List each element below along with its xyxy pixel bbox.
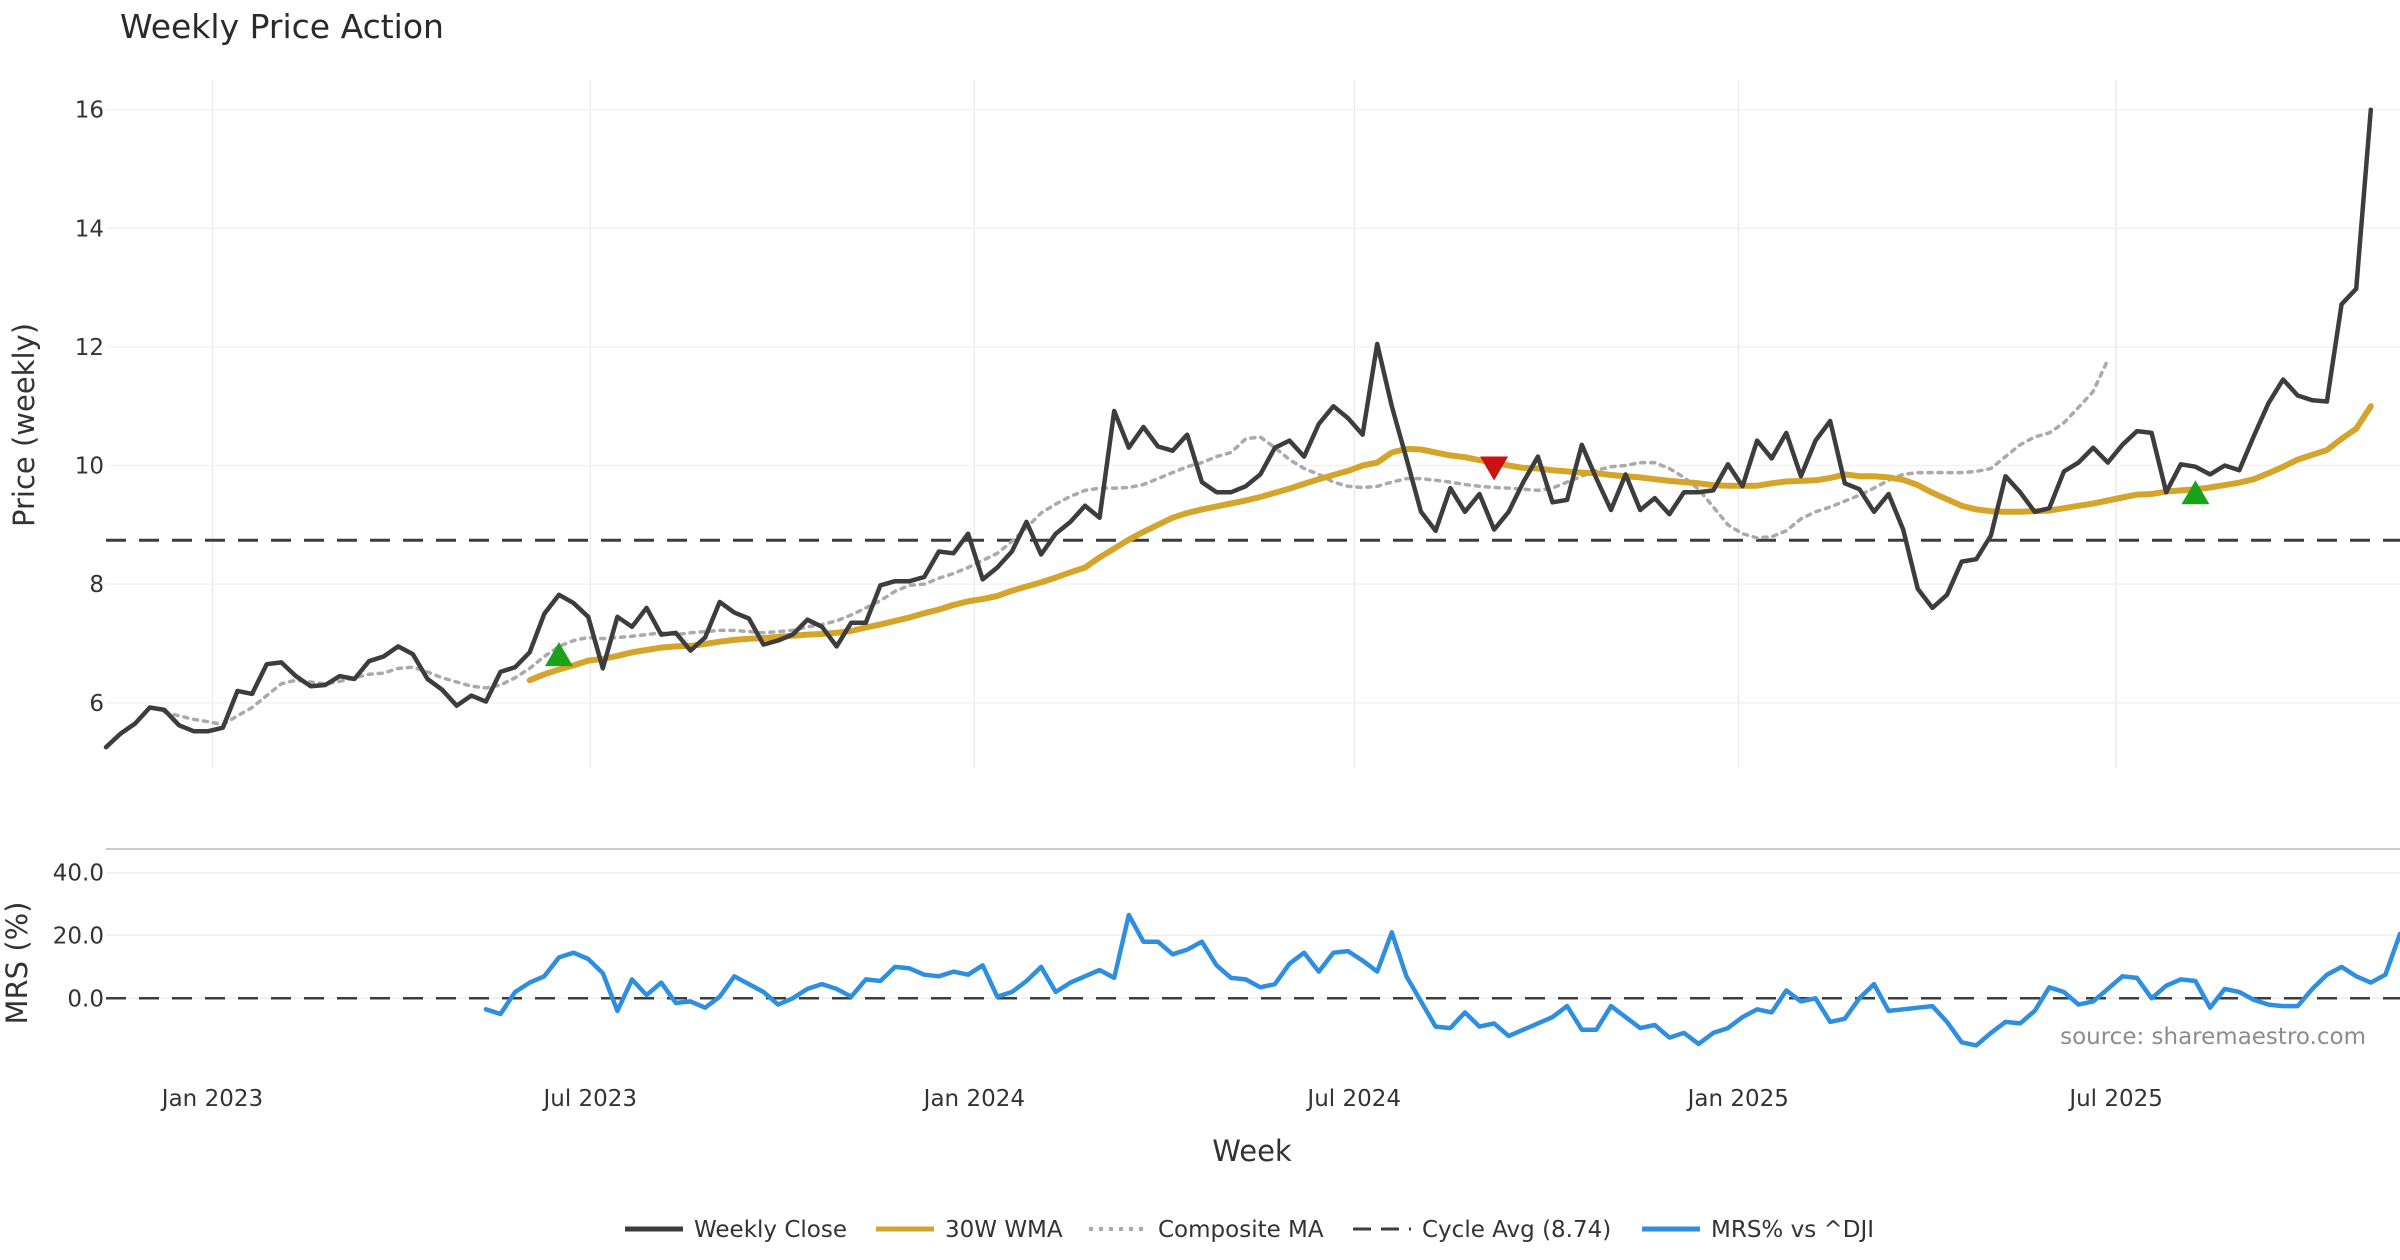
legend-label: Cycle Avg (8.74) (1422, 1217, 1611, 1243)
wma-30w-line (526, 403, 2374, 684)
x-axis-ticks: Jan 2023 Jul 2023 Jan 2024 Jul 2024 Jan 2025… (160, 1086, 2163, 1112)
mrs-y-tick-label: 0.0 (67, 986, 104, 1012)
legend-label: Composite MA (1158, 1217, 1324, 1243)
weekly-close-line (103, 107, 2374, 750)
x-tick-label: Jul 2025 (2067, 1086, 2163, 1112)
price-y-tick-label: 10 (75, 454, 104, 480)
x-axis-label: Week (1212, 1134, 1292, 1168)
price-y-tick-label: 12 (75, 335, 104, 361)
price-series-group (103, 107, 2374, 750)
mrs-y-tick-label: 20.0 (53, 923, 104, 949)
price-y-tick-label: 16 (75, 98, 104, 124)
composite-ma-line (162, 358, 2110, 727)
mrs-series-group (483, 912, 2400, 1048)
price-y-tick-label: 6 (89, 691, 104, 717)
buy-signal-marker (544, 642, 573, 667)
chart-title: Weekly Price Action (120, 7, 444, 46)
x-tick-label: Jan 2025 (1686, 1086, 1789, 1112)
x-tick-label: Jul 2024 (1305, 1086, 1401, 1112)
source-note: source: sharemaestro.com (2060, 1024, 2366, 1050)
sell-signal-marker (1480, 456, 1509, 481)
x-tick-label: Jan 2023 (160, 1086, 263, 1112)
mrs-line (483, 912, 2400, 1048)
mrs-gridlines (106, 871, 2400, 1000)
price-y-tick-label: 14 (75, 216, 104, 242)
price-gridlines (106, 80, 2400, 768)
x-tick-label: Jul 2023 (541, 1086, 637, 1112)
price-y-ticks: 6 8 10 12 14 16 (75, 98, 104, 717)
legend-label: MRS% vs ^DJI (1711, 1217, 1874, 1243)
legend-label: 30W WMA (945, 1217, 1063, 1243)
price-y-axis-label: Price (weekly) (7, 323, 41, 527)
chart-legend: Weekly Close 30W WMA Composite MA Cycle Avg… (625, 1217, 1874, 1243)
signal-markers (544, 456, 2210, 667)
mrs-y-axis-label: MRS (%) (0, 902, 34, 1025)
price-y-tick-label: 8 (89, 572, 104, 598)
legend-label: Weekly Close (694, 1217, 847, 1243)
buy-signal-marker (2181, 480, 2210, 505)
mrs-y-ticks: 0.0 20.0 40.0 (53, 861, 104, 1013)
x-tick-label: Jan 2024 (922, 1086, 1025, 1112)
mrs-y-tick-label: 40.0 (53, 861, 104, 887)
